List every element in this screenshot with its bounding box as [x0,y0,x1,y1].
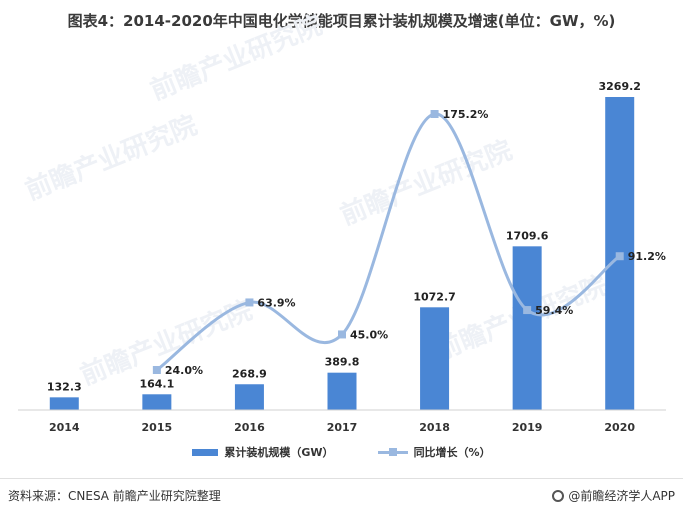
growth-value-label: 63.9% [257,296,295,309]
x-tick-label: 2016 [234,421,265,434]
footer-divider [0,478,683,479]
growth-value-label: 91.2% [628,250,666,263]
x-tick-label: 2020 [604,421,635,434]
brand-credit: @前瞻经济学人APP [552,487,675,504]
legend-swatch-bar [192,448,219,456]
bar-2016 [234,384,264,410]
bar-value-label: 268.9 [232,367,267,380]
bar-2019 [512,246,542,410]
bar-value-label: 389.8 [325,356,360,369]
legend-label-line: 同比增长（%） [413,446,491,459]
footer: 资料来源：CNESA 前瞻产业研究院整理 @前瞻经济学人APP [8,487,675,504]
brand-label: @前瞻经济学人APP [568,489,675,503]
legend-item-bar: 累计装机规模（GW） [192,444,334,460]
bar-2017 [327,372,357,410]
watermark-text: 前瞻产业研究院 [336,135,516,232]
chart-legend: 累计装机规模（GW） 同比增长（%） [0,444,683,460]
watermark-text: 前瞻产业研究院 [146,10,326,107]
watermark-text: 前瞻产业研究院 [21,110,201,207]
growth-point-2020 [615,252,624,261]
x-tick-label: 2015 [142,421,173,434]
x-tick-label: 2019 [512,421,543,434]
bar-value-label: 132.3 [47,380,82,393]
source-note: 资料来源：CNESA 前瞻产业研究院整理 [8,489,221,503]
growth-value-label: 59.4% [535,304,573,317]
growth-point-2016 [245,298,254,307]
bar-value-label: 164.1 [139,377,174,390]
bar-value-label: 1072.7 [413,290,455,303]
bar-2015 [142,394,172,410]
bar-2014 [49,397,79,410]
legend-swatch-line [377,447,408,456]
legend-label-bar: 累计装机规模（GW） [224,446,334,459]
growth-point-2018 [430,110,439,118]
x-tick-label: 2017 [327,421,358,434]
growth-point-2015 [152,366,161,374]
growth-value-label: 175.2% [443,108,489,121]
growth-point-2017 [338,330,346,339]
bar-2018 [420,307,450,410]
x-tick-label: 2014 [49,421,80,434]
legend-item-line: 同比增长（%） [377,444,491,460]
growth-value-label: 45.0% [350,328,388,341]
brand-logo-icon [552,489,565,502]
growth-value-label: 24.0% [165,364,203,377]
bar-value-label: 1709.6 [506,229,549,242]
bar-value-label: 3269.2 [598,80,640,93]
chart-plot: 前瞻产业研究院 前瞻产业研究院 前瞻产业研究院 前瞻产业研究院 前瞻产业研究院 … [18,10,666,434]
x-tick-label: 2018 [419,421,450,434]
chart-title: 图表4：2014-2020年中国电化学储能项目累计装机规模及增速(单位：GW，%… [67,12,616,30]
growth-point-2019 [523,306,532,315]
